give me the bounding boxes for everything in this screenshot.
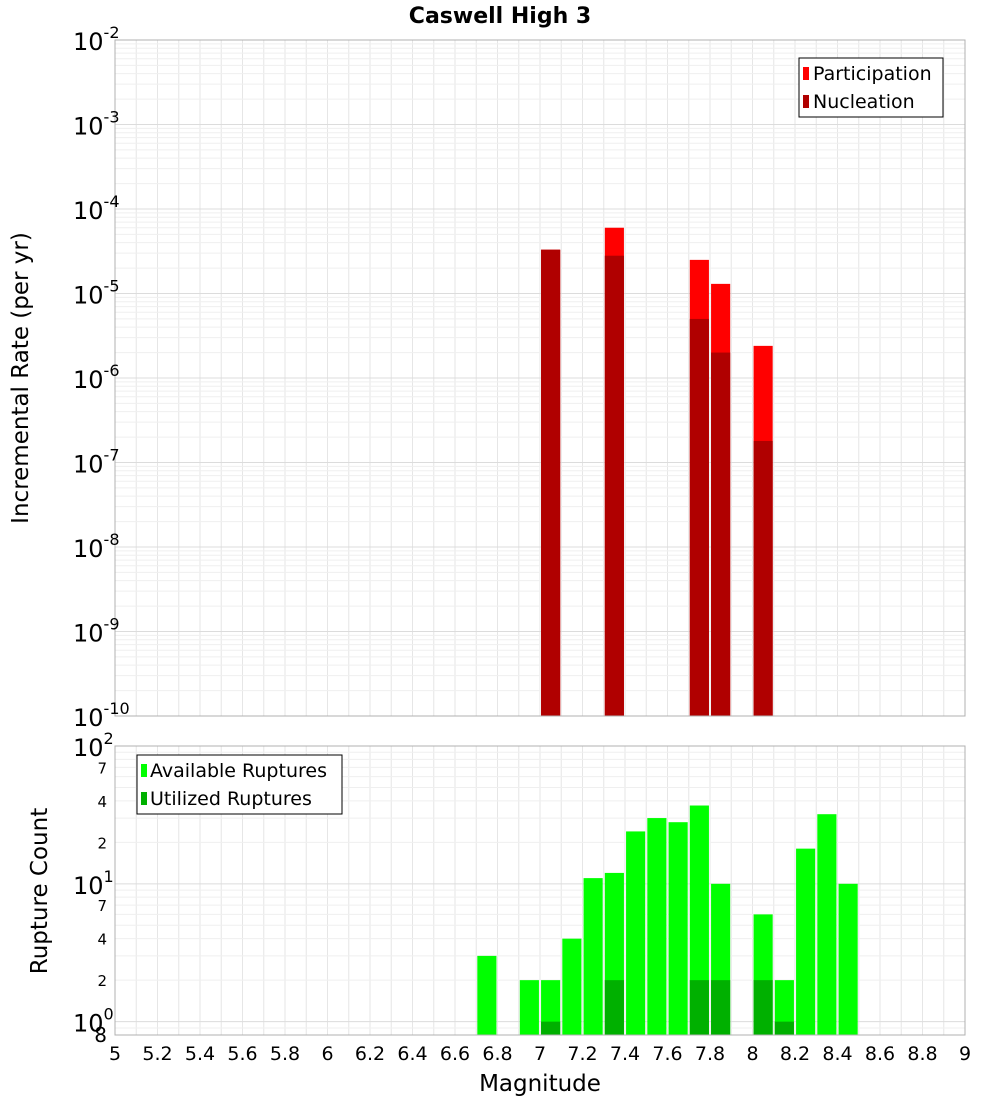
magnitude-tick-label: 8.2	[780, 1043, 810, 1065]
count-y-minor-tick-label: 2	[97, 972, 107, 990]
count-utilized-ruptures-bar	[753, 980, 773, 1035]
magnitude-tick-label: 7.8	[695, 1043, 725, 1065]
available-swatch	[141, 764, 147, 777]
count-y-minor-tick-label: 2	[97, 834, 107, 852]
magnitude-tick-label: 8	[746, 1043, 758, 1065]
count-y-minor-tick-label: 7	[97, 897, 107, 915]
x-axis-label: Magnitude	[479, 1071, 601, 1097]
available-legend-label: Available Ruptures	[150, 760, 327, 782]
rate-y-tick-label: 10-6	[73, 361, 120, 394]
rate-plot-grid	[114, 39, 966, 717]
rate-y-axis-label: Incremental Rate (per yr)	[8, 232, 34, 524]
magnitude-tick-label: 7.4	[610, 1043, 640, 1065]
participation-legend-label: Participation	[813, 63, 932, 85]
count-utilized-ruptures-bar	[541, 1021, 561, 1035]
count-plot-frame	[114, 745, 966, 1036]
rate-y-tick-label: 10-7	[73, 446, 120, 479]
magnitude-tick-label: 5.6	[227, 1043, 257, 1065]
magnitude-tick-label: 6.8	[482, 1043, 512, 1065]
rate-nucleation-bar	[753, 440, 773, 716]
count-y-minor-tick-label: 4	[97, 793, 107, 811]
magnitude-tick-label: 6.6	[440, 1043, 470, 1065]
rate-plot-frame	[114, 39, 966, 717]
rate-y-tick-label: 10-10	[73, 699, 130, 732]
rate-y-tick-label: 10-5	[73, 277, 120, 310]
rate-plot: 10-10 10-9 10-8 10-7 10-6 10-5 10-4 10-3 10-2 In…	[8, 23, 966, 732]
magnitude-tick-label: 8.4	[822, 1043, 852, 1065]
magnitude-tick-label: 5.4	[185, 1043, 215, 1065]
count-available-ruptures-bar	[477, 955, 497, 1035]
count-y-minor-tick-label: 4	[97, 931, 107, 949]
chart-title: Caswell High 3	[409, 4, 591, 29]
magnitude-tick-label: 9	[959, 1043, 971, 1065]
rate-nucleation-bar	[541, 249, 561, 716]
count-utilized-ruptures-bar	[689, 980, 709, 1035]
nucleation-swatch	[803, 95, 809, 108]
rate-plot-bars	[541, 227, 773, 716]
count-available-ruptures-bar	[838, 883, 858, 1035]
rate-nucleation-bar	[711, 352, 731, 716]
count-legend-box	[136, 754, 343, 815]
utilized-legend-label: Utilized Ruptures	[150, 788, 312, 810]
count-available-ruptures-bar	[817, 814, 837, 1035]
count-y-axis-label: Rupture Count	[27, 808, 53, 974]
magnitude-tick-label: 5	[109, 1043, 121, 1065]
count-legend: Available Ruptures Utilized Ruptures	[136, 754, 343, 815]
count-available-ruptures-bar	[562, 938, 582, 1035]
count-utilized-ruptures-bar	[774, 1021, 794, 1035]
rate-y-tick-label: 10-8	[73, 530, 120, 563]
magnitude-tick-label: 8.8	[907, 1043, 937, 1065]
magnitude-tick-label: 6	[321, 1043, 333, 1065]
count-available-ruptures-bar	[519, 980, 539, 1035]
count-available-ruptures-bar	[647, 818, 667, 1035]
rate-nucleation-bar	[604, 255, 624, 716]
count-y-tick-label: 101	[73, 867, 114, 900]
nucleation-legend-label: Nucleation	[813, 91, 915, 113]
count-available-ruptures-bar	[541, 980, 561, 1035]
count-available-ruptures-bar	[668, 822, 688, 1035]
rate-y-tick-label: 10-4	[73, 192, 120, 225]
count-y-minor-tick-label: 8	[94, 1023, 107, 1047]
magnitude-tick-label: 6.4	[397, 1043, 427, 1065]
count-plot-bars	[477, 805, 858, 1035]
count-y-minor-tick-label: 7	[97, 759, 107, 777]
count-available-ruptures-bar	[774, 980, 794, 1035]
count-available-ruptures-bar	[796, 848, 816, 1035]
magnitude-tick-label: 5.8	[270, 1043, 300, 1065]
rate-nucleation-bar	[689, 318, 709, 716]
magnitude-tick-label: 7.2	[567, 1043, 597, 1065]
count-utilized-ruptures-bar	[711, 980, 731, 1035]
magnitude-tick-label: 7.6	[652, 1043, 682, 1065]
rate-y-tick-label: 10-2	[73, 23, 120, 56]
rate-y-tick-label: 10-9	[73, 615, 120, 648]
magnitude-tick-label: 5.2	[142, 1043, 172, 1065]
magnitude-tick-label: 7	[534, 1043, 546, 1065]
utilized-swatch	[141, 792, 147, 805]
count-available-ruptures-bar	[583, 878, 603, 1035]
rate-y-tick-label: 10-3	[73, 108, 120, 141]
magnitude-tick-label: 6.2	[355, 1043, 385, 1065]
count-y-tick-label: 102	[73, 729, 114, 762]
magnitude-x-ticks: 5 5.2 5.4 5.6 5.8 6 6.2 6.4 6.6 6.8 7 7.2 7.4 7.6 7.8 8…	[109, 1043, 971, 1065]
rate-legend-box	[798, 57, 944, 118]
rate-legend: Participation Nucleation	[798, 57, 944, 118]
count-available-ruptures-bar	[626, 831, 646, 1035]
participation-swatch	[803, 67, 809, 80]
count-utilized-ruptures-bar	[604, 980, 624, 1035]
magnitude-tick-label: 8.6	[865, 1043, 895, 1065]
count-available-ruptures-bar	[689, 805, 709, 1035]
